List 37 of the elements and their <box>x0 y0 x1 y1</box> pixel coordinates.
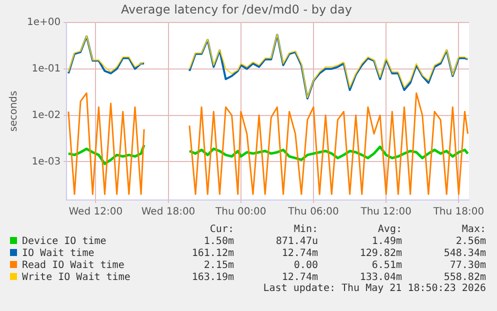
text: 871.47u <box>274 235 318 247</box>
text: 548.34m <box>442 247 486 259</box>
text: Max: <box>460 223 486 235</box>
x-tick-label: Wed 12:00 <box>68 206 123 218</box>
text: Avg: <box>376 223 402 235</box>
legend-label: IO Wait time <box>21 247 96 259</box>
text: 1.50m <box>202 235 234 247</box>
text: 12.74m <box>280 247 318 259</box>
legend-label: Read IO Wait time <box>21 259 126 271</box>
x-tick-label: Thu 00:00 <box>214 206 266 218</box>
y-tick-label: 1e-03 <box>32 156 61 168</box>
text: 2.15m <box>202 259 234 271</box>
text: Cur: <box>208 223 234 235</box>
text: 129.82m <box>358 247 402 259</box>
x-tick-label: Thu 18:00 <box>432 206 484 218</box>
x-tick-label: Thu 12:00 <box>360 206 412 218</box>
text: 163.19m <box>190 271 234 283</box>
legend-label: Write IO Wait time <box>21 271 132 283</box>
text: 6.51m <box>370 259 402 271</box>
text: Min: <box>292 223 318 235</box>
text: 133.04m <box>359 271 402 283</box>
text: 2.56m <box>454 235 486 247</box>
text: Last update: Thu May 21 18:50:23 2026 <box>262 283 486 294</box>
y-axis-title: seconds <box>8 90 20 132</box>
text: 161.12m <box>190 247 234 259</box>
y-tick-label: 1e-02 <box>32 110 61 121</box>
text: 12.74m <box>280 271 318 283</box>
x-tick-label: Wed 18:00 <box>141 206 196 218</box>
chart-title: Average latency for /dev/md0 - by day <box>121 2 352 16</box>
text: 1.49m <box>370 235 402 247</box>
text: 0.00 <box>292 259 318 271</box>
text: 77.30m <box>448 259 486 271</box>
x-tick-label: Thu 06:00 <box>287 206 339 218</box>
legend-label: Device IO time <box>21 235 108 247</box>
text: 558.82m <box>442 271 486 283</box>
y-tick-label: 1e-01 <box>32 63 61 74</box>
y-tick-label: 1e+00 <box>26 16 61 28</box>
